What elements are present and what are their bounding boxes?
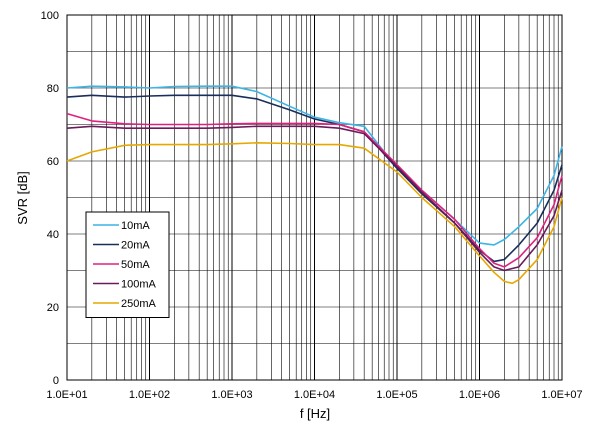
legend: 10mA 20mA 50mA 100mA 250mA [85, 211, 170, 318]
legend-label: 20mA [121, 240, 150, 252]
y-tick-label: 60 [47, 156, 59, 168]
x-axis-label: f [Hz] [300, 406, 330, 421]
series-line-250mA [66, 142, 563, 285]
x-tick-label: 1.0E+02 [129, 389, 170, 401]
series-line-10mA [66, 85, 563, 246]
series-line-50mA [66, 112, 563, 268]
y-axis-label: SVR [dB] [15, 171, 30, 224]
series-line-100mA [66, 125, 563, 272]
series-lines [66, 85, 563, 285]
x-tick-label: 1.0E+04 [294, 389, 335, 401]
legend-label: 250mA [121, 298, 157, 310]
y-tick-label: 0 [53, 375, 59, 387]
x-tick-label: 1.0E+07 [541, 389, 582, 401]
y-tick-label: 20 [47, 302, 59, 314]
x-tick-label: 1.0E+03 [211, 389, 252, 401]
x-axis-tick-labels: 1.0E+01 1.0E+02 1.0E+03 1.0E+04 1.0E+05 1.0E+… [46, 389, 582, 401]
y-tick-label: 80 [47, 83, 59, 95]
legend-label: 100mA [121, 279, 157, 291]
x-tick-label: 1.0E+01 [46, 389, 87, 401]
legend-label: 10mA [121, 220, 150, 232]
y-tick-label: 100 [41, 10, 59, 22]
x-tick-label: 1.0E+06 [459, 389, 500, 401]
y-axis-tick-labels: 0 20 40 60 80 100 [41, 10, 59, 387]
y-tick-label: 40 [47, 229, 59, 241]
x-tick-label: 1.0E+05 [376, 389, 417, 401]
legend-label: 50mA [121, 259, 150, 271]
